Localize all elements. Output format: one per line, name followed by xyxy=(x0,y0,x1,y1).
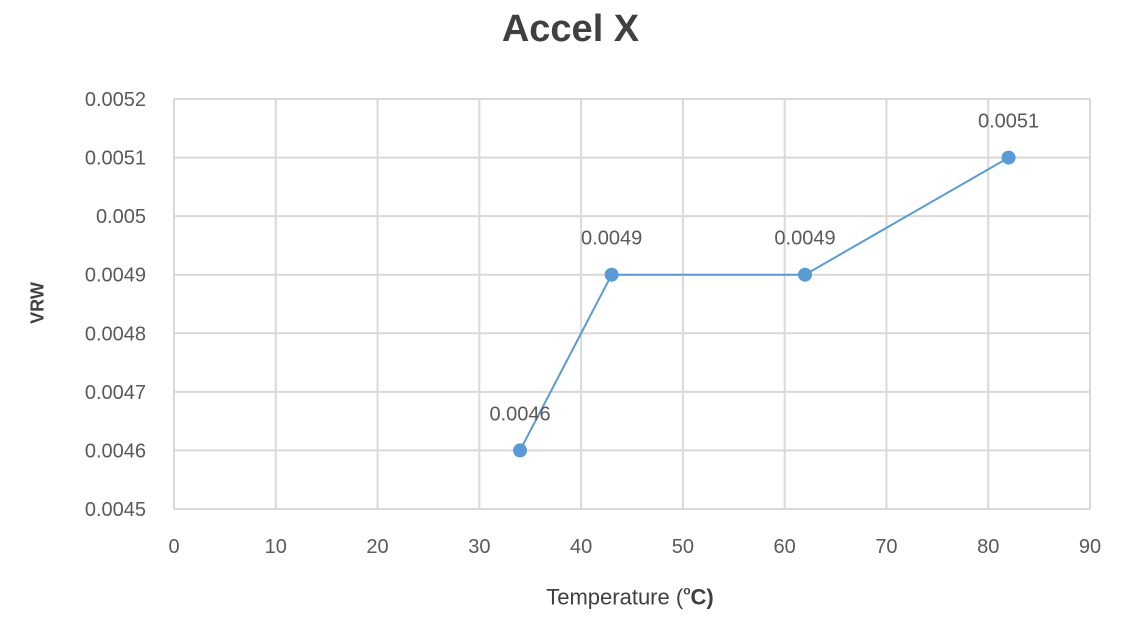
y-tick-label: 0.0049 xyxy=(85,265,146,287)
data-point xyxy=(513,443,528,458)
chart-title: Accel X xyxy=(501,8,640,50)
x-axis-label: Temperature (oC) xyxy=(546,584,714,611)
x-tick-label: 90 xyxy=(1079,536,1101,558)
series-line xyxy=(519,156,1010,451)
y-tick-label: 0.0045 xyxy=(85,499,146,521)
x-axis-label-text: Temperature ( xyxy=(546,584,684,610)
data-point xyxy=(798,267,813,282)
x-tick-label: 70 xyxy=(875,536,897,558)
x-tick-label: 20 xyxy=(366,536,388,558)
unit-text: C) xyxy=(690,584,714,610)
x-tick-label: 10 xyxy=(265,536,287,558)
x-tick-label: 60 xyxy=(774,536,796,558)
y-tick-label: 0.005 xyxy=(96,206,146,228)
data-label: 0.0051 xyxy=(978,111,1039,133)
x-tick-label: 0 xyxy=(168,536,179,558)
y-tick-label: 0.0047 xyxy=(85,382,146,404)
data-label: 0.0049 xyxy=(774,228,835,250)
data-point xyxy=(604,267,619,282)
x-tick-label: 50 xyxy=(672,536,694,558)
y-tick-label: 0.0051 xyxy=(85,148,146,170)
data-point xyxy=(1001,150,1016,165)
x-tick-label: 80 xyxy=(977,536,999,558)
y-tick-label: 0.0048 xyxy=(85,323,146,345)
x-axis-label-unit: oC) xyxy=(683,583,714,610)
x-tick-label: 40 xyxy=(570,536,592,558)
x-tick-label: 30 xyxy=(468,536,490,558)
data-label: 0.0049 xyxy=(581,228,642,250)
y-tick-label: 0.0052 xyxy=(85,89,146,111)
data-label: 0.0046 xyxy=(489,403,550,425)
y-tick-label: 0.0046 xyxy=(85,440,146,462)
degree-superscript: o xyxy=(683,583,691,598)
